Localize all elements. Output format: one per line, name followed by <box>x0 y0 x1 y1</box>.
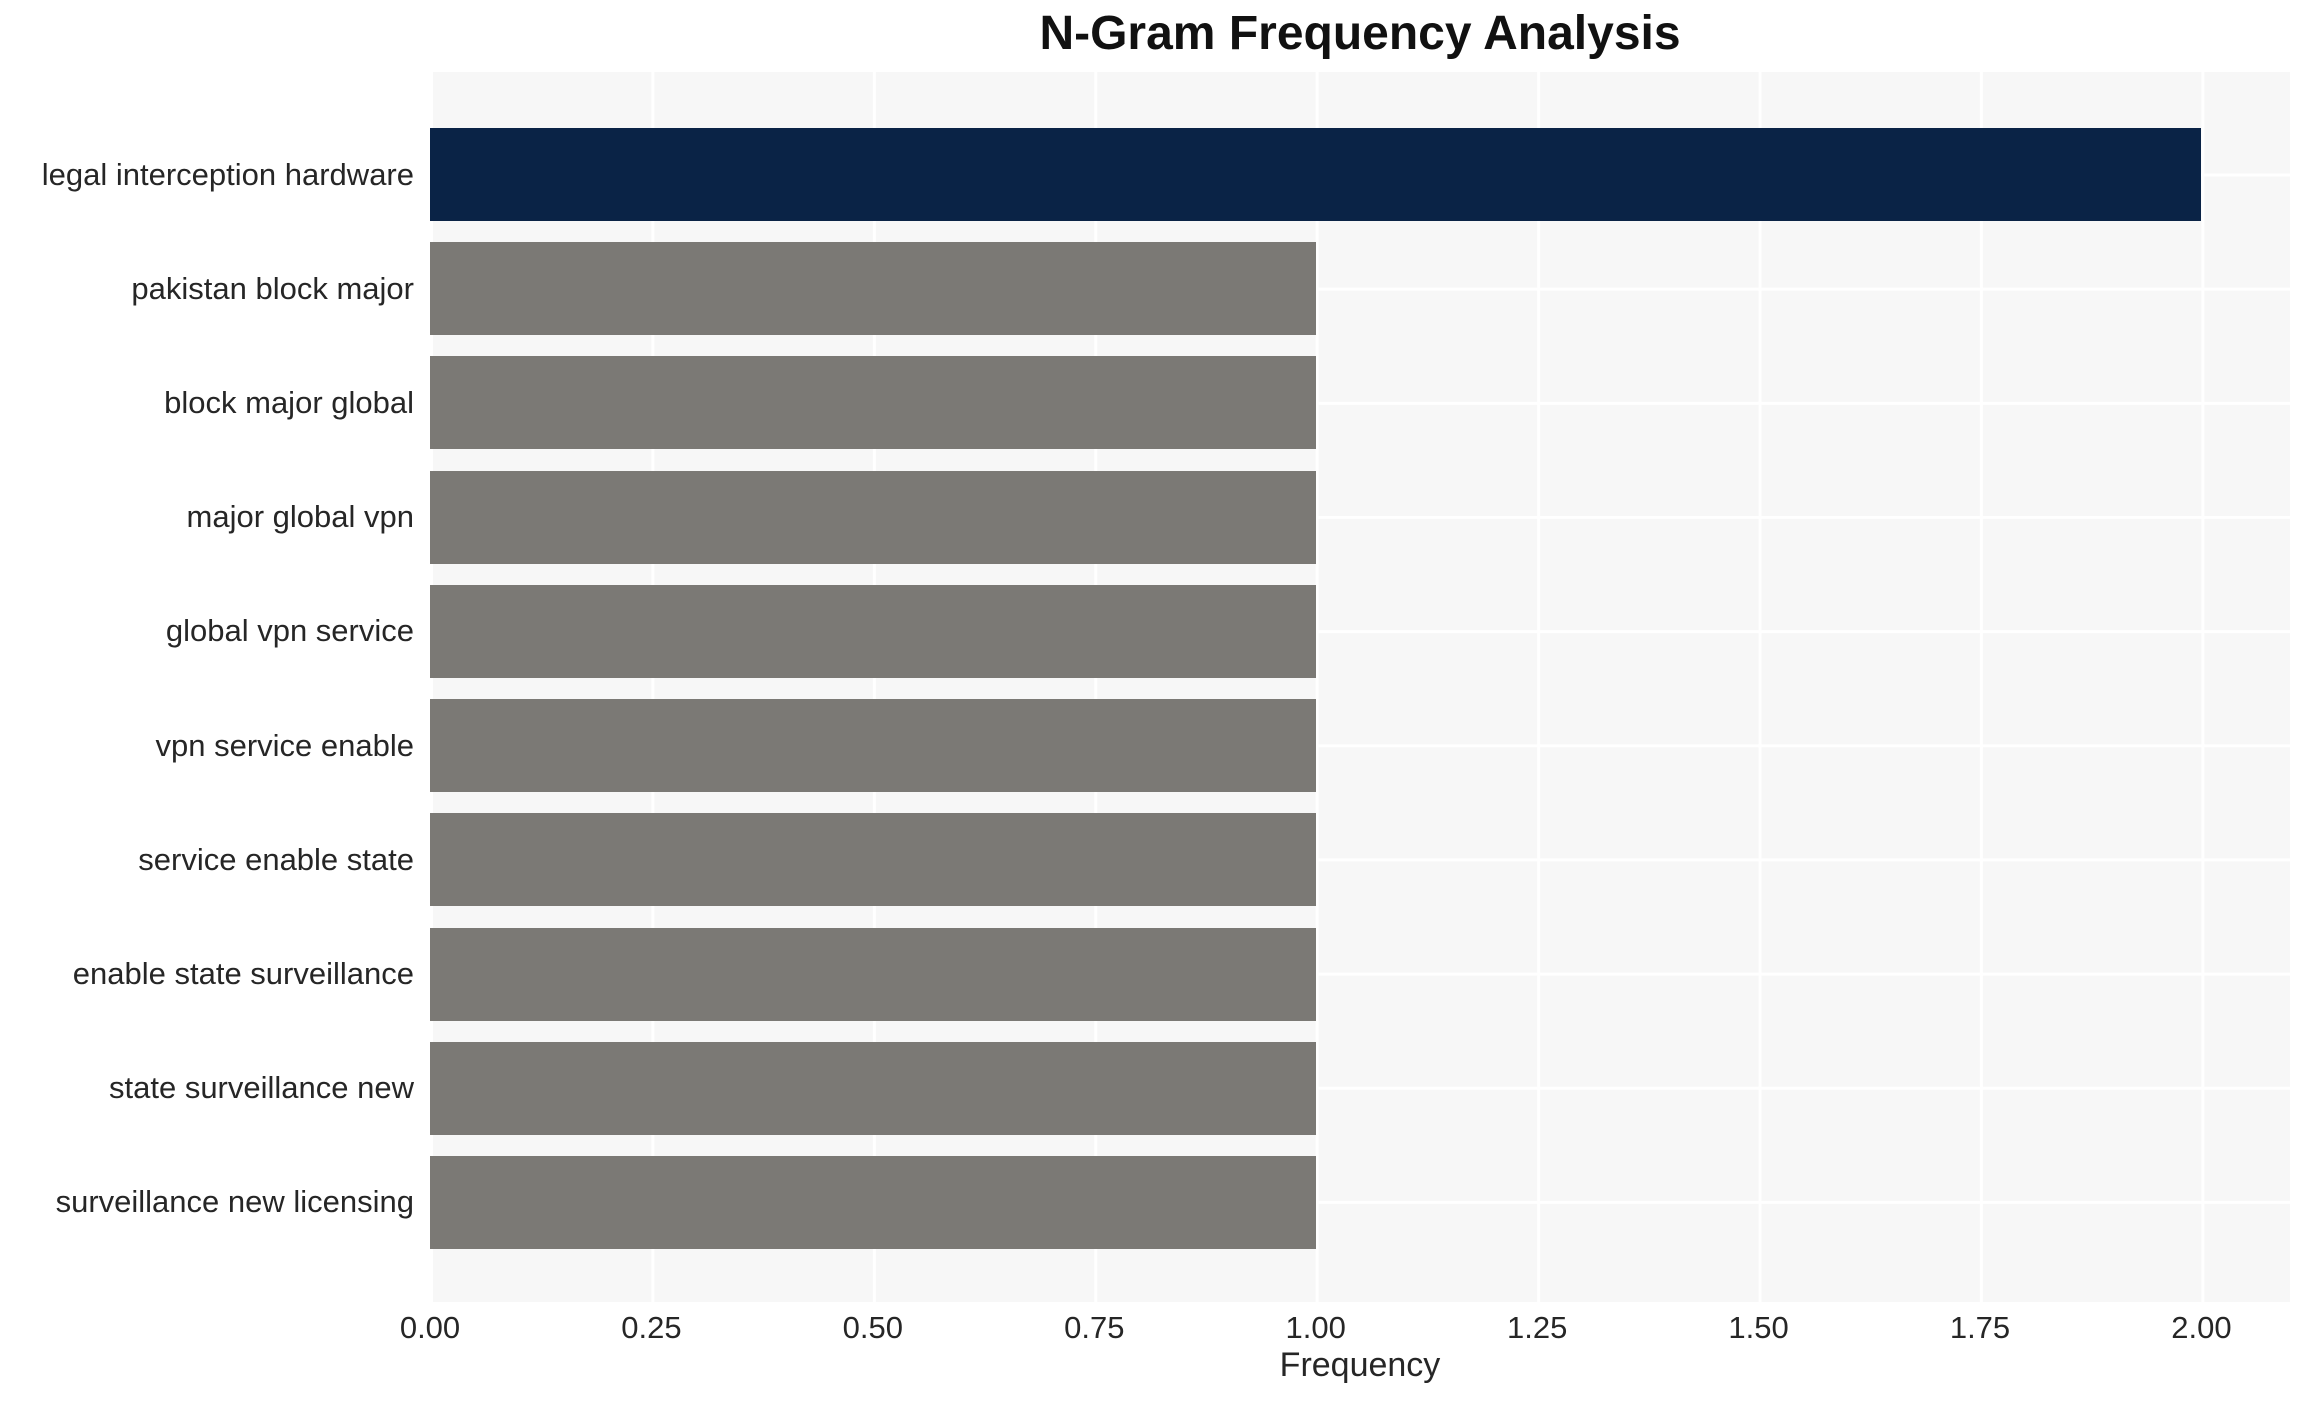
bar-track <box>430 128 2290 221</box>
frequency-bar <box>430 1041 1316 1135</box>
x-tick-label: 1.00 <box>1285 1310 1346 1345</box>
bar-track <box>430 356 2290 450</box>
x-tick-label: 0.50 <box>842 1310 904 1345</box>
bar-track <box>430 1041 2290 1135</box>
category-label: legal interception hardware <box>41 156 414 192</box>
category-label: block major global <box>164 384 414 420</box>
bar-track <box>430 1155 2290 1249</box>
bar-row: pakistan block major <box>0 242 2310 336</box>
bar-rows: legal interception hardware pakistan blo… <box>0 72 2310 1302</box>
bar-row: vpn service enable <box>0 699 2310 793</box>
category-label: global vpn service <box>165 613 414 649</box>
bar-track <box>430 813 2290 907</box>
bar-row: service enable state <box>0 813 2310 907</box>
x-tick-label: 0.00 <box>399 1310 461 1345</box>
x-tick-label: 1.25 <box>1506 1310 1568 1345</box>
x-tick-label: 0.25 <box>621 1310 682 1345</box>
frequency-bar <box>430 470 1316 564</box>
x-tick-label: 0.75 <box>1064 1310 1125 1345</box>
category-label: vpn service enable <box>155 727 415 763</box>
bar-track <box>430 699 2290 793</box>
bar-track <box>430 927 2290 1021</box>
x-axis-label: Frequency <box>1279 1346 1441 1384</box>
frequency-bar <box>430 1155 1316 1249</box>
chart-title: N-Gram Frequency Analysis <box>1039 7 1681 60</box>
frequency-bar <box>430 699 1316 793</box>
bar-track <box>430 470 2290 564</box>
frequency-bar <box>430 356 1316 450</box>
bar-row: major global vpn <box>0 470 2310 564</box>
x-tick-label: 1.50 <box>1728 1310 1789 1345</box>
x-tick-label: 1.75 <box>1949 1310 2011 1345</box>
category-label: surveillance new licensing <box>55 1184 414 1220</box>
category-label: service enable state <box>138 841 414 877</box>
x-tick-label: 2.00 <box>2171 1310 2232 1345</box>
bar-row: state surveillance new <box>0 1041 2310 1135</box>
frequency-bar <box>430 927 1316 1021</box>
frequency-bar <box>430 128 2202 221</box>
bar-track <box>430 584 2290 678</box>
bar-row: global vpn service <box>0 584 2310 678</box>
frequency-bar <box>430 813 1316 907</box>
category-label: major global vpn <box>186 499 414 535</box>
bar-row: legal interception hardware <box>0 128 2310 221</box>
category-label: enable state surveillance <box>72 956 414 992</box>
category-label: state surveillance new <box>109 1070 414 1106</box>
bar-track <box>430 242 2290 336</box>
bar-row: surveillance new licensing <box>0 1155 2310 1249</box>
x-axis-ticks: 0.00 0.25 0.50 0.75 1.00 1.25 1.50 1.75 2.00 <box>400 1310 2290 1350</box>
bar-row: block major global <box>0 356 2310 450</box>
bar-row: enable state surveillance <box>0 927 2310 1021</box>
frequency-bar <box>430 242 1316 336</box>
frequency-bar <box>430 584 1316 678</box>
category-label: pakistan block major <box>131 270 414 306</box>
